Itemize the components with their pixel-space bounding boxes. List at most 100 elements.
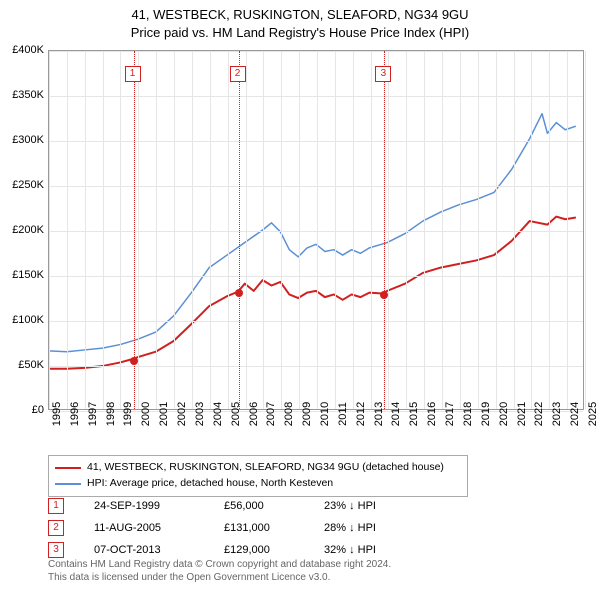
x-tick-label: 2005 [230, 402, 242, 426]
gridline-v [406, 51, 407, 409]
x-tick-label: 2012 [355, 402, 367, 426]
x-tick-label: 2020 [498, 402, 510, 426]
x-tick-label: 2008 [283, 402, 295, 426]
y-tick-label: £400K [4, 44, 44, 56]
gridline-h [49, 366, 583, 367]
title-block: 41, WESTBECK, RUSKINGTON, SLEAFORD, NG34… [0, 0, 600, 42]
marker-date-0: 24-SEP-1999 [94, 500, 194, 512]
x-tick-label: 2004 [212, 402, 224, 426]
marker-line [134, 51, 135, 409]
y-tick-label: £100K [4, 314, 44, 326]
y-tick-label: £300K [4, 134, 44, 146]
gridline-v [49, 51, 50, 409]
x-tick-label: 2021 [516, 402, 528, 426]
x-tick-label: 2022 [533, 402, 545, 426]
marker-pct-2: 32% ↓ HPI [324, 544, 414, 556]
marker-price-0: £56,000 [224, 500, 294, 512]
x-tick-label: 2009 [301, 402, 313, 426]
y-tick-label: £200K [4, 224, 44, 236]
marker-price-1: £131,000 [224, 522, 294, 534]
marker-date-1: 11-AUG-2005 [94, 522, 194, 534]
gridline-v [317, 51, 318, 409]
gridline-v [549, 51, 550, 409]
gridline-h [49, 96, 583, 97]
x-tick-label: 2025 [587, 402, 599, 426]
legend-row-0: 41, WESTBECK, RUSKINGTON, SLEAFORD, NG34… [55, 460, 461, 476]
marker-dot [235, 289, 243, 297]
gridline-h [49, 276, 583, 277]
markers-table: 1 24-SEP-1999 £56,000 23% ↓ HPI 2 11-AUG… [48, 498, 414, 564]
series-line [49, 217, 576, 369]
gridline-h [49, 321, 583, 322]
gridline-v [210, 51, 211, 409]
x-tick-label: 2018 [462, 402, 474, 426]
marker-pct-1: 28% ↓ HPI [324, 522, 414, 534]
x-tick-label: 2007 [265, 402, 277, 426]
x-tick-label: 2001 [158, 402, 170, 426]
marker-badge-1: 2 [48, 520, 64, 536]
plot-area [48, 50, 584, 410]
x-tick-label: 1999 [122, 402, 134, 426]
x-tick-label: 2000 [140, 402, 152, 426]
x-tick-label: 2019 [480, 402, 492, 426]
y-tick-label: £0 [4, 404, 44, 416]
gridline-v [67, 51, 68, 409]
series-line [49, 114, 576, 352]
title-line-2: Price paid vs. HM Land Registry's House … [0, 24, 600, 42]
gridline-v [424, 51, 425, 409]
gridline-v [103, 51, 104, 409]
x-tick-label: 2024 [569, 402, 581, 426]
gridline-v [478, 51, 479, 409]
legend-label-0: 41, WESTBECK, RUSKINGTON, SLEAFORD, NG34… [87, 460, 444, 476]
x-tick-label: 2010 [319, 402, 331, 426]
gridline-h [49, 231, 583, 232]
gridline-v [192, 51, 193, 409]
y-tick-label: £150K [4, 269, 44, 281]
x-tick-label: 1995 [51, 402, 63, 426]
x-tick-label: 2011 [337, 402, 349, 426]
gridline-v [531, 51, 532, 409]
gridline-h [49, 141, 583, 142]
chart-svg [49, 51, 583, 409]
x-tick-label: 2003 [194, 402, 206, 426]
x-tick-label: 2002 [176, 402, 188, 426]
marker-box: 1 [125, 66, 141, 82]
y-tick-label: £350K [4, 89, 44, 101]
gridline-v [371, 51, 372, 409]
x-tick-label: 2017 [444, 402, 456, 426]
gridline-v [388, 51, 389, 409]
footer-text: Contains HM Land Registry data © Crown c… [48, 558, 391, 584]
footer-line-1: Contains HM Land Registry data © Crown c… [48, 558, 391, 571]
marker-row-2: 3 07-OCT-2013 £129,000 32% ↓ HPI [48, 542, 414, 558]
gridline-h [49, 186, 583, 187]
footer-line-2: This data is licensed under the Open Gov… [48, 571, 391, 584]
legend-swatch-1 [55, 483, 81, 485]
gridline-v [246, 51, 247, 409]
x-tick-label: 2015 [408, 402, 420, 426]
marker-pct-0: 23% ↓ HPI [324, 500, 414, 512]
marker-line [384, 51, 385, 409]
gridline-v [460, 51, 461, 409]
gridline-v [585, 51, 586, 409]
gridline-v [299, 51, 300, 409]
gridline-v [156, 51, 157, 409]
marker-row-0: 1 24-SEP-1999 £56,000 23% ↓ HPI [48, 498, 414, 514]
x-tick-label: 2014 [390, 402, 402, 426]
gridline-v [174, 51, 175, 409]
chart-container: 41, WESTBECK, RUSKINGTON, SLEAFORD, NG34… [0, 0, 600, 590]
gridline-v [335, 51, 336, 409]
x-tick-label: 2016 [426, 402, 438, 426]
marker-badge-2: 3 [48, 542, 64, 558]
gridline-v [138, 51, 139, 409]
gridline-v [281, 51, 282, 409]
x-tick-label: 2013 [373, 402, 385, 426]
x-tick-label: 1996 [69, 402, 81, 426]
gridline-v [353, 51, 354, 409]
marker-row-1: 2 11-AUG-2005 £131,000 28% ↓ HPI [48, 520, 414, 536]
marker-date-2: 07-OCT-2013 [94, 544, 194, 556]
y-tick-label: £250K [4, 179, 44, 191]
gridline-v [442, 51, 443, 409]
gridline-v [263, 51, 264, 409]
x-tick-label: 1997 [87, 402, 99, 426]
legend-label-1: HPI: Average price, detached house, Nort… [87, 476, 333, 492]
